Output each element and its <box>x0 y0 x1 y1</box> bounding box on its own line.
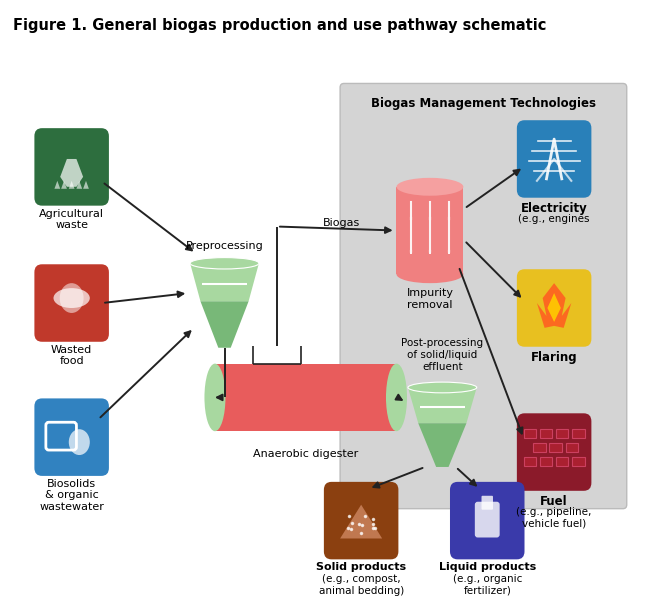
FancyBboxPatch shape <box>540 457 552 466</box>
FancyBboxPatch shape <box>450 482 525 560</box>
FancyBboxPatch shape <box>523 457 536 466</box>
Text: Electricity: Electricity <box>521 202 588 215</box>
Text: Biogas: Biogas <box>323 218 360 228</box>
Text: Biosolids
& organic
wastewater: Biosolids & organic wastewater <box>39 479 104 512</box>
FancyBboxPatch shape <box>523 429 536 438</box>
FancyBboxPatch shape <box>481 496 493 510</box>
Text: (e.g., compost,
animal bedding): (e.g., compost, animal bedding) <box>319 575 404 596</box>
FancyBboxPatch shape <box>556 429 568 438</box>
Text: Biogas Management Technologies: Biogas Management Technologies <box>371 97 596 110</box>
Text: Liquid products: Liquid products <box>439 563 536 572</box>
Ellipse shape <box>408 382 477 393</box>
FancyBboxPatch shape <box>549 443 562 452</box>
Polygon shape <box>61 181 67 189</box>
Polygon shape <box>201 301 248 348</box>
Ellipse shape <box>60 283 84 313</box>
Text: Preprocessing: Preprocessing <box>186 242 264 251</box>
FancyBboxPatch shape <box>517 413 592 491</box>
Ellipse shape <box>386 364 407 431</box>
FancyBboxPatch shape <box>533 443 546 452</box>
Text: Post-processing
of solid/liquid
effluent: Post-processing of solid/liquid effluent <box>401 338 483 371</box>
Polygon shape <box>418 423 466 467</box>
Text: (e.g., pipeline,
vehicle fuel): (e.g., pipeline, vehicle fuel) <box>517 507 592 528</box>
Polygon shape <box>190 263 259 301</box>
Ellipse shape <box>205 364 226 431</box>
Text: Wasted
food: Wasted food <box>51 345 92 367</box>
FancyBboxPatch shape <box>517 269 592 347</box>
Ellipse shape <box>190 258 259 269</box>
Polygon shape <box>83 181 89 189</box>
FancyBboxPatch shape <box>35 264 109 342</box>
Polygon shape <box>69 181 74 189</box>
Text: Anaerobic digester: Anaerobic digester <box>253 449 359 459</box>
Text: Figure 1. General biogas production and use pathway schematic: Figure 1. General biogas production and … <box>13 18 546 33</box>
Text: Impurity
removal: Impurity removal <box>406 288 454 310</box>
Ellipse shape <box>396 265 463 283</box>
Polygon shape <box>340 505 382 538</box>
FancyBboxPatch shape <box>566 443 578 452</box>
FancyBboxPatch shape <box>540 429 552 438</box>
Polygon shape <box>215 364 396 431</box>
Ellipse shape <box>54 288 90 308</box>
FancyBboxPatch shape <box>572 457 585 466</box>
FancyBboxPatch shape <box>35 398 109 476</box>
Polygon shape <box>76 181 82 189</box>
FancyBboxPatch shape <box>324 482 398 560</box>
FancyBboxPatch shape <box>340 84 627 508</box>
Polygon shape <box>60 159 83 187</box>
Ellipse shape <box>69 429 90 455</box>
Polygon shape <box>537 283 571 328</box>
Text: (e.g., engines: (e.g., engines <box>519 213 590 224</box>
FancyBboxPatch shape <box>35 128 109 206</box>
Polygon shape <box>396 187 463 274</box>
Polygon shape <box>54 181 60 189</box>
Text: Flaring: Flaring <box>531 351 578 364</box>
Text: Solid products: Solid products <box>316 563 406 572</box>
FancyBboxPatch shape <box>572 429 585 438</box>
Polygon shape <box>408 388 477 423</box>
Text: (e.g., organic
fertilizer): (e.g., organic fertilizer) <box>453 575 522 596</box>
Text: Agricultural
waste: Agricultural waste <box>39 209 104 230</box>
Ellipse shape <box>396 178 463 196</box>
Text: Fuel: Fuel <box>540 495 568 508</box>
FancyBboxPatch shape <box>556 457 568 466</box>
FancyBboxPatch shape <box>517 120 592 198</box>
Polygon shape <box>547 293 561 322</box>
FancyBboxPatch shape <box>475 502 500 537</box>
